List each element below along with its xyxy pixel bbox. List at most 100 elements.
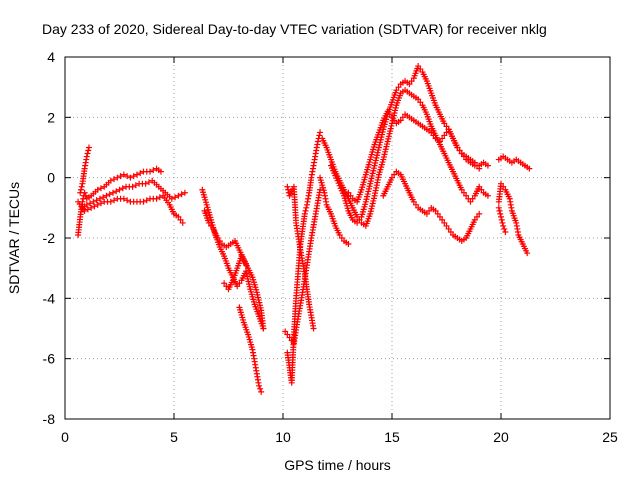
data-point <box>256 382 263 389</box>
data-point <box>124 197 131 204</box>
data-point <box>317 129 324 136</box>
data-point <box>498 216 505 223</box>
data-point <box>168 195 175 202</box>
series-dip-c <box>236 304 265 395</box>
series-mid-b <box>327 63 491 226</box>
series-late-tail-mid <box>495 204 509 235</box>
data-point <box>469 195 476 202</box>
y-tick-label: -2 <box>43 230 56 246</box>
data-point <box>408 78 415 85</box>
series-mid-c <box>345 108 483 205</box>
data-point <box>82 192 89 199</box>
data-point <box>354 219 361 226</box>
data-point <box>476 210 483 217</box>
data-point <box>484 162 491 169</box>
data-point <box>147 168 154 175</box>
data-point <box>434 210 441 217</box>
data-point <box>113 188 120 195</box>
data-point <box>399 114 406 121</box>
y-tick-label: -6 <box>43 351 56 367</box>
data-point <box>445 225 452 232</box>
data-point <box>460 189 467 196</box>
data-point <box>129 183 136 190</box>
data-point <box>85 147 92 154</box>
data-point <box>471 159 478 166</box>
data-point <box>205 219 212 226</box>
data-point <box>221 280 228 287</box>
series-late-tail-lower <box>495 180 531 257</box>
data-point <box>85 144 92 151</box>
data-point <box>428 129 435 136</box>
y-tick-label: -8 <box>43 411 56 427</box>
data-point <box>83 153 90 160</box>
data-point <box>175 192 182 199</box>
data-point <box>389 114 395 121</box>
data-point <box>314 138 321 145</box>
data-point <box>478 186 485 193</box>
x-tick-label: 25 <box>602 429 618 445</box>
data-point <box>157 168 164 175</box>
data-point <box>502 228 509 235</box>
data-point <box>242 262 249 269</box>
data-point <box>117 173 124 180</box>
data-point <box>178 191 185 198</box>
data-point <box>500 222 507 229</box>
series-mid-a <box>319 87 491 229</box>
data-point <box>120 195 127 202</box>
data-point <box>496 207 503 214</box>
data-point <box>97 185 104 192</box>
y-tick-label: -4 <box>43 290 56 306</box>
data-point <box>234 283 241 290</box>
data-point <box>137 170 144 177</box>
data-point <box>286 334 293 341</box>
data-point <box>90 198 97 205</box>
data-point <box>500 183 507 190</box>
data-point <box>495 204 502 211</box>
x-tick-label: 20 <box>493 429 509 445</box>
data-point <box>140 198 147 205</box>
data-point <box>432 207 439 214</box>
x-tick-label: 15 <box>384 429 400 445</box>
data-point <box>423 210 430 217</box>
data-point <box>106 191 113 198</box>
axis-ticks <box>64 56 611 420</box>
data-point <box>443 129 450 136</box>
data-point <box>430 132 437 139</box>
data-point <box>441 219 448 226</box>
data-point <box>77 186 84 193</box>
series-dip-a <box>199 186 267 332</box>
y-tick-label: 0 <box>47 170 55 186</box>
data-point <box>412 201 419 208</box>
series-recovery-c <box>284 183 317 332</box>
data-point <box>78 183 85 190</box>
series-recovery-d <box>317 174 352 248</box>
data-point <box>282 328 289 335</box>
data-point <box>177 216 184 223</box>
data-point <box>145 179 152 186</box>
x-axis-label: GPS time / hours <box>284 457 391 473</box>
data-point <box>436 213 443 220</box>
data-point <box>111 176 118 183</box>
y-tick-labels: -8 -6 -4 -2 0 2 4 <box>43 49 56 427</box>
series-dip-d <box>221 253 249 293</box>
data-point <box>476 183 483 190</box>
data-point <box>100 194 107 201</box>
data-point <box>439 135 446 142</box>
data-point <box>208 222 215 229</box>
data-point <box>415 63 422 70</box>
data-point <box>498 213 504 220</box>
data-point <box>175 213 182 220</box>
data-point <box>426 207 433 214</box>
data-point <box>87 200 94 207</box>
data-point <box>223 283 230 290</box>
data-point <box>214 235 221 241</box>
data-point <box>114 174 121 181</box>
data-point <box>458 186 465 193</box>
data-point <box>81 207 88 214</box>
y-tick-label: 4 <box>47 49 55 65</box>
series-dip-b <box>201 207 267 332</box>
data-point <box>356 216 363 223</box>
data-point <box>127 174 134 181</box>
chart-title: Day 233 of 2020, Sidereal Day-to-day VTE… <box>42 21 547 37</box>
data-point <box>179 219 186 226</box>
